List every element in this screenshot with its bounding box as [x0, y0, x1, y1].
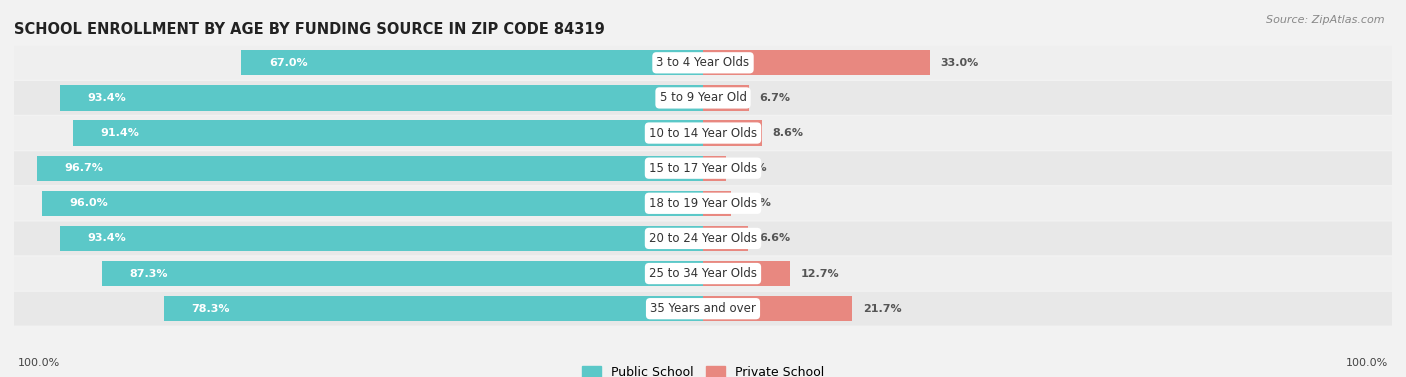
Text: 12.7%: 12.7%: [801, 268, 839, 279]
Bar: [59, 226, 703, 251]
Text: 96.0%: 96.0%: [69, 198, 108, 208]
Bar: [703, 261, 790, 286]
Bar: [703, 226, 748, 251]
Text: 96.7%: 96.7%: [65, 163, 103, 173]
Text: 10 to 14 Year Olds: 10 to 14 Year Olds: [650, 127, 756, 139]
FancyBboxPatch shape: [7, 222, 1399, 255]
Text: 93.4%: 93.4%: [87, 93, 127, 103]
Bar: [73, 120, 703, 146]
Text: SCHOOL ENROLLMENT BY AGE BY FUNDING SOURCE IN ZIP CODE 84319: SCHOOL ENROLLMENT BY AGE BY FUNDING SOUR…: [14, 22, 605, 37]
Bar: [703, 50, 931, 75]
Text: 78.3%: 78.3%: [191, 303, 229, 314]
Bar: [703, 191, 731, 216]
Text: 6.6%: 6.6%: [759, 233, 790, 244]
Bar: [42, 191, 703, 216]
Text: Source: ZipAtlas.com: Source: ZipAtlas.com: [1267, 15, 1385, 25]
Bar: [163, 296, 703, 321]
Legend: Public School, Private School: Public School, Private School: [576, 361, 830, 377]
Text: 35 Years and over: 35 Years and over: [650, 302, 756, 315]
Text: 33.0%: 33.0%: [941, 58, 979, 68]
Text: 67.0%: 67.0%: [269, 58, 308, 68]
Text: 5 to 9 Year Old: 5 to 9 Year Old: [659, 92, 747, 104]
Text: 100.0%: 100.0%: [1346, 357, 1388, 368]
Bar: [101, 261, 703, 286]
FancyBboxPatch shape: [7, 257, 1399, 290]
Text: 91.4%: 91.4%: [101, 128, 139, 138]
Text: 3 to 4 Year Olds: 3 to 4 Year Olds: [657, 56, 749, 69]
Text: 87.3%: 87.3%: [129, 268, 167, 279]
Bar: [703, 85, 749, 110]
FancyBboxPatch shape: [7, 292, 1399, 325]
Text: 100.0%: 100.0%: [18, 357, 60, 368]
FancyBboxPatch shape: [7, 46, 1399, 80]
Bar: [703, 120, 762, 146]
Text: 21.7%: 21.7%: [863, 303, 901, 314]
Bar: [242, 50, 703, 75]
Text: 25 to 34 Year Olds: 25 to 34 Year Olds: [650, 267, 756, 280]
Text: 6.7%: 6.7%: [759, 93, 790, 103]
FancyBboxPatch shape: [7, 187, 1399, 220]
Text: 93.4%: 93.4%: [87, 233, 127, 244]
Bar: [703, 156, 725, 181]
Bar: [703, 296, 852, 321]
Text: 20 to 24 Year Olds: 20 to 24 Year Olds: [650, 232, 756, 245]
Text: 3.3%: 3.3%: [737, 163, 766, 173]
Text: 8.6%: 8.6%: [772, 128, 804, 138]
Bar: [37, 156, 703, 181]
FancyBboxPatch shape: [7, 116, 1399, 150]
FancyBboxPatch shape: [7, 151, 1399, 185]
Text: 4.0%: 4.0%: [741, 198, 772, 208]
Bar: [59, 85, 703, 110]
FancyBboxPatch shape: [7, 81, 1399, 115]
Text: 15 to 17 Year Olds: 15 to 17 Year Olds: [650, 162, 756, 175]
Text: 18 to 19 Year Olds: 18 to 19 Year Olds: [650, 197, 756, 210]
